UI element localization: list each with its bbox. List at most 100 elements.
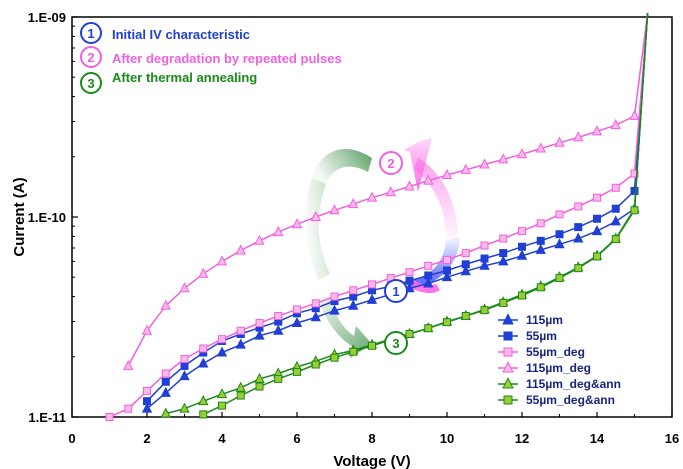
legend-box — [492, 308, 660, 410]
legend: 115µm 55µm 55µm_deg 115µm_deg 115µm_deg&ann 5… — [492, 308, 660, 410]
data-point — [573, 131, 584, 142]
data-point — [330, 353, 339, 362]
data-point — [554, 136, 565, 147]
legend-label: 115µm_deg&ann — [526, 377, 621, 391]
data-point — [348, 299, 359, 310]
data-point — [160, 407, 171, 418]
annotation-1-text: Initial IV characteristic — [112, 27, 250, 42]
data-point — [630, 169, 639, 178]
data-point — [516, 148, 528, 159]
data-point — [123, 359, 134, 370]
legend-label: 55µm — [526, 329, 557, 343]
data-point — [461, 249, 470, 258]
data-point — [198, 357, 209, 368]
data-point — [574, 223, 583, 232]
data-point — [516, 249, 528, 260]
data-point — [141, 402, 153, 413]
inline-marker-3-number: 3 — [392, 336, 399, 351]
y-tick-label: 1.E-11 — [28, 410, 66, 425]
data-point — [441, 168, 453, 180]
legend-label: 55µm_deg&ann — [526, 393, 615, 407]
data-point — [460, 163, 471, 174]
data-point — [161, 369, 170, 378]
data-point — [180, 361, 189, 370]
data-point — [630, 186, 639, 195]
data-point — [423, 277, 434, 288]
data-point — [536, 236, 545, 245]
data-point — [630, 206, 639, 215]
data-point — [293, 305, 301, 314]
data-point — [124, 404, 133, 413]
legend-label: 55µm_deg — [526, 345, 585, 359]
y-tick-label: 1.E-10 — [28, 210, 66, 225]
data-point — [499, 234, 508, 243]
legend-item: 55µm_deg&ann — [498, 393, 615, 407]
data-point — [236, 326, 245, 335]
data-point — [179, 282, 190, 293]
x-tick-label: 8 — [368, 431, 375, 446]
data-point — [143, 386, 151, 395]
data-point — [499, 298, 508, 307]
y-tick-labels: 1.E-11 1.E-10 1.E-09 — [28, 10, 78, 425]
legend-marker — [503, 347, 513, 357]
data-point — [423, 174, 434, 185]
data-point — [479, 259, 490, 270]
legend-item: 115µm_deg — [498, 361, 591, 375]
legend-marker — [503, 331, 513, 341]
series-layer — [105, 12, 649, 421]
data-point — [143, 397, 151, 406]
data-point — [218, 401, 226, 410]
data-point — [254, 329, 265, 340]
x-tick-label: 12 — [515, 431, 529, 446]
data-point — [593, 193, 601, 202]
data-point — [349, 286, 358, 295]
annotation-2: 2 After degradation by repeated pulses — [80, 46, 342, 68]
data-point — [555, 230, 564, 239]
data-point — [480, 254, 489, 263]
data-point — [629, 109, 640, 120]
data-point — [273, 226, 284, 237]
x-tick-label: 16 — [665, 431, 679, 446]
data-point — [160, 386, 171, 397]
data-point — [480, 306, 489, 315]
data-point — [291, 218, 303, 229]
data-point — [385, 186, 396, 197]
data-point — [291, 316, 303, 328]
data-point — [368, 341, 376, 350]
legend-label: 115µm_deg — [526, 361, 591, 375]
data-point — [405, 330, 414, 339]
inline-marker-1-number: 1 — [392, 284, 399, 299]
data-point — [198, 267, 209, 278]
inline-marker-2: 2 — [379, 151, 403, 175]
legend-label: 115µm — [526, 313, 563, 327]
x-tick-label: 6 — [293, 431, 300, 446]
data-point — [273, 324, 284, 335]
data-point — [518, 242, 526, 251]
data-point — [611, 204, 620, 213]
data-point — [368, 280, 376, 289]
data-point — [198, 395, 209, 406]
data-point — [498, 153, 509, 164]
legend-marker — [502, 377, 514, 389]
data-point — [536, 283, 545, 292]
annotation-3: 3 After thermal annealing — [80, 70, 257, 94]
data-point — [460, 265, 471, 276]
data-point — [235, 338, 246, 349]
data-point — [499, 249, 508, 258]
data-point — [105, 413, 114, 421]
data-point — [535, 243, 546, 254]
data-point — [461, 311, 470, 320]
x-tick-label: 10 — [440, 431, 454, 446]
data-point — [311, 299, 320, 308]
data-point — [293, 367, 301, 376]
series-2 — [105, 12, 649, 421]
data-point — [593, 252, 601, 261]
legend-marker — [502, 313, 514, 325]
data-point — [611, 235, 620, 244]
legend-item: 55µm — [498, 329, 557, 343]
data-point — [349, 347, 358, 356]
data-point — [255, 382, 264, 391]
data-point — [573, 232, 584, 243]
legend-item: 55µm_deg — [498, 345, 585, 359]
inline-marker-1: 1 — [384, 279, 408, 303]
